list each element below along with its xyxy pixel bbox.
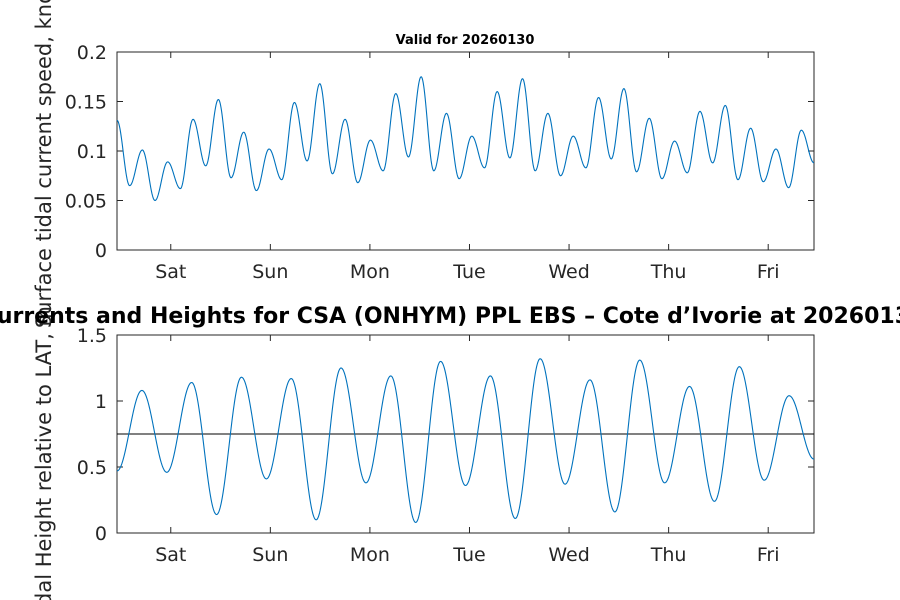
tidal-height-y-tick-label: 0.5: [77, 457, 107, 479]
current-speed-x-tick-label: Fri: [757, 261, 780, 283]
current-speed-y-tick-label: 0.05: [65, 191, 107, 213]
current-speed-y-tick-label: 0.2: [77, 42, 107, 64]
current-speed-title: Valid for 20260130: [396, 33, 535, 48]
current-speed-y-tick-label: 0.1: [77, 141, 107, 163]
current-speed-x-ticks: Sat Sun Mon Tue Wed Thu Fri: [155, 52, 780, 283]
tidal-height-y-tick-label: 1.5: [77, 325, 107, 347]
tidal-height-x-tick-label: Fri: [757, 544, 780, 566]
tidal-height-y-ticks: 0 0.5 1 1.5: [77, 325, 814, 545]
current-speed-x-tick-label: Sun: [252, 261, 288, 283]
tidal-height-x-tick-label: Mon: [350, 544, 390, 566]
current-speed-y-tick-label: 0: [95, 240, 107, 262]
current-speed-x-tick-label: Wed: [548, 261, 589, 283]
tidal-height-y-tick-label: 0: [95, 523, 107, 545]
tidal-height-panel: 0 0.5 1 1.5 Sat Sun Mon Tue Wed Thu Fri Tidal Hei…: [32, 306, 815, 600]
tidal-height-series-line: [116, 358, 815, 524]
current-speed-panel: Valid for 20260130 0 0.05 0.1 0.15 0.2 Sat Su…: [32, 0, 815, 328]
current-speed-x-tick-label: Mon: [350, 261, 390, 283]
tidal-height-y-tick-label: 1: [95, 391, 107, 413]
tidal-height-y-axis-label: Tidal Height relative to LAT, m: [32, 306, 56, 600]
current-speed-axes-box: [116, 51, 815, 251]
current-speed-series-line: [116, 76, 815, 202]
tidal-height-x-tick-label: Tue: [452, 544, 485, 566]
current-speed-y-tick-label: 0.15: [65, 92, 107, 114]
tidal-height-x-tick-label: Sun: [252, 544, 288, 566]
current-speed-y-ticks: 0 0.05 0.1 0.15 0.2: [65, 42, 814, 262]
current-speed-x-tick-label: Thu: [650, 261, 687, 283]
tidal-height-x-tick-label: Wed: [548, 544, 589, 566]
tidal-height-x-tick-label: Sat: [155, 544, 186, 566]
tidal-height-title: Currents and Heights for CSA (ONHYM) PPL…: [0, 304, 900, 329]
tidal-height-x-tick-label: Thu: [650, 544, 687, 566]
current-speed-y-axis-label: Surface tidal current speed, knots: [32, 0, 56, 328]
tidal-height-x-ticks: Sat Sun Mon Tue Wed Thu Fri: [155, 335, 780, 566]
current-speed-x-tick-label: Tue: [452, 261, 485, 283]
current-speed-x-tick-label: Sat: [155, 261, 186, 283]
